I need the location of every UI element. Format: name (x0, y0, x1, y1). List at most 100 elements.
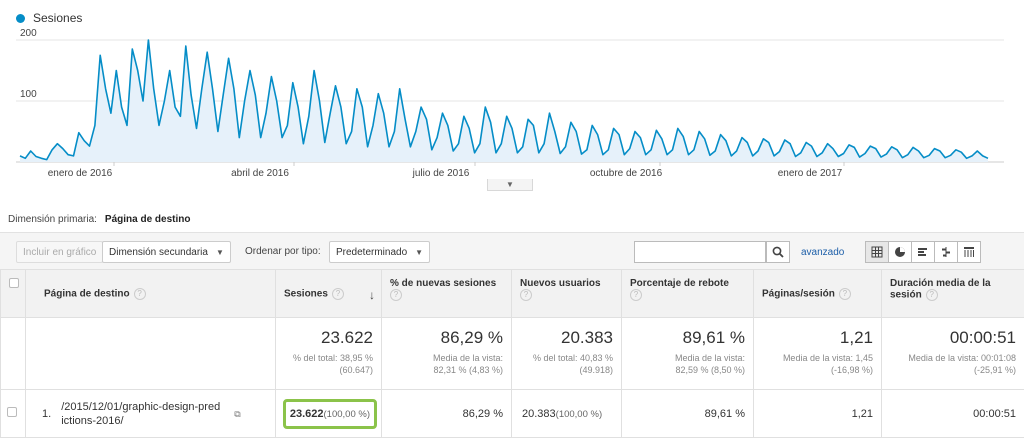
view-performance-button[interactable] (911, 241, 935, 263)
view-table-button[interactable] (865, 241, 889, 263)
total-new-sessions: 86,29 % Media de la vista: 82,31 % (4,83… (381, 317, 512, 390)
row-checkbox[interactable] (7, 407, 17, 417)
help-icon[interactable]: ? (133, 288, 146, 300)
col-sessions-label: Sesiones (284, 288, 328, 300)
new-users-value: 20.383 (522, 407, 556, 420)
help-icon[interactable]: ? (520, 289, 532, 301)
row-rank: 1. (42, 407, 52, 420)
help-icon[interactable]: ? (925, 289, 938, 301)
secondary-dimension-dropdown[interactable]: Dimensión secundaria ▼ (102, 241, 231, 263)
plot-rows-label: Incluir en gráfico (23, 246, 97, 258)
highlighted-sessions-value: 23.622(100,00 %) (282, 398, 377, 429)
x-tick-label: enero de 2017 (778, 168, 843, 179)
help-icon[interactable]: ? (630, 289, 642, 301)
help-icon[interactable]: ? (331, 288, 344, 300)
table-grid-icon (871, 246, 883, 258)
avg-duration-cell: 00:00:51 (881, 389, 1024, 438)
col-bounce-rate[interactable]: Porcentaje de rebote? (621, 269, 754, 318)
total-sub: Media de la vista: (674, 353, 745, 363)
table-row: 1. /2015/12/01/graphic-design-pred ictio… (0, 389, 1024, 438)
chart-legend[interactable]: Sesiones (16, 11, 82, 25)
col-avg-duration-label: Duración media de la sesión (890, 278, 991, 301)
col-new-users-label: Nuevos usuarios (520, 278, 601, 289)
search-button[interactable] (766, 241, 790, 263)
landing-page-path: /2015/12/01/graphic-design-pred (61, 400, 221, 413)
pivot-icon (964, 247, 974, 257)
sort-type-dropdown[interactable]: Predeterminado ▼ (329, 241, 431, 263)
landing-page-link[interactable]: /2015/12/01/graphic-design-pred ictions-… (61, 400, 220, 428)
total-sessions: 23.622 % del total: 38,95 % (60.647) (275, 317, 382, 390)
landing-page-path: ictions-2016/ (61, 414, 124, 427)
total-sub: (-25,91 %) (973, 365, 1016, 375)
advanced-filter-link[interactable]: avanzado (801, 247, 845, 258)
col-new-users[interactable]: Nuevos usuarios? (511, 269, 622, 318)
totals-blank-cell (25, 317, 276, 390)
x-tick-label: abril de 2016 (231, 168, 289, 179)
primary-dimension-bar: Dimensión primaria: Página de destino (8, 214, 191, 225)
sessions-cell: 23.622(100,00 %) (275, 389, 382, 438)
total-sub: Media de la vista: (432, 353, 503, 363)
col-landing-page-label: Página de destino (44, 288, 130, 300)
y-tick-label: 100 (20, 89, 37, 100)
view-comparison-button[interactable] (934, 241, 958, 263)
collapse-chart-button[interactable]: ▼ (487, 179, 533, 191)
col-new-sessions[interactable]: % de nuevas sesiones? (381, 269, 512, 318)
sessions-value: 23.622 (289, 407, 324, 420)
landing-page-cell: 1. /2015/12/01/graphic-design-pred ictio… (25, 389, 276, 438)
bounce-rate-cell: 89,61 % (621, 389, 754, 438)
sessions-chart: Sesiones 200 100 enero de 2016 abril de 201… (0, 0, 1024, 200)
external-link-icon[interactable]: ⧉ (234, 408, 241, 419)
sessions-pct: (100,00 %) (323, 408, 370, 420)
total-sub: Media de la vista: 1,45 (782, 353, 873, 363)
col-pages-session[interactable]: Páginas/sesión? (753, 269, 882, 318)
total-sub: Media de la vista: 00:01:08 (908, 353, 1016, 363)
sort-type-value: Predeterminado (336, 246, 408, 258)
primary-dimension-label: Dimensión primaria: (8, 214, 97, 225)
sort-desc-icon[interactable]: ↓ (369, 288, 375, 302)
primary-dimension-landing-page[interactable]: Página de destino (104, 214, 191, 225)
plot-rows-button[interactable]: Incluir en gráfico (16, 241, 104, 263)
view-switcher (865, 241, 981, 263)
report-table: Página de destino? Sesiones? ↓ % de nuev… (0, 269, 1024, 438)
total-value: 86,29 % (440, 328, 503, 347)
select-all-cell (0, 269, 26, 318)
totals-row: 23.622 % del total: 38,95 % (60.647) 86,… (0, 317, 1024, 390)
bar-list-icon (918, 248, 927, 256)
search-icon (772, 246, 784, 258)
pages-session-cell: 1,21 (753, 389, 882, 438)
series-line-sesiones (19, 39, 989, 161)
x-tick-label: julio de 2016 (412, 168, 470, 179)
col-avg-duration[interactable]: Duración media de la sesión? (881, 269, 1024, 318)
sort-type-label: Ordenar por tipo: (245, 246, 321, 257)
table-search-input[interactable] (634, 241, 766, 263)
help-icon[interactable]: ? (838, 288, 851, 300)
legend-dot (16, 13, 25, 23)
col-new-sessions-label: % de nuevas sesiones (390, 278, 497, 289)
col-bounce-rate-label: Porcentaje de rebote (630, 278, 729, 289)
view-pivot-button[interactable] (957, 241, 981, 263)
total-sub: (49.918) (579, 365, 613, 375)
help-icon[interactable]: ? (390, 289, 402, 301)
pie-chart-icon (895, 247, 905, 257)
col-landing-page[interactable]: Página de destino? (25, 269, 276, 318)
total-bounce-rate: 89,61 % Media de la vista: 82,59 % (8,50… (621, 317, 754, 390)
total-sub: % del total: 40,83 % (532, 353, 613, 363)
total-sub: % del total: 38,95 % (292, 353, 373, 363)
total-pages-session: 1,21 Media de la vista: 1,45 (-16,98 %) (753, 317, 882, 390)
new-users-cell: 20.383(100,00 %) (511, 389, 622, 438)
row-select-cell (0, 389, 26, 438)
legend-label: Sesiones (33, 11, 83, 25)
secondary-dimension-label: Dimensión secundaria (109, 246, 208, 258)
col-sessions[interactable]: Sesiones? ↓ (275, 269, 382, 318)
total-value: 1,21 (839, 328, 873, 347)
select-all-checkbox[interactable] (9, 278, 19, 288)
col-pages-session-label: Páginas/sesión (762, 288, 835, 300)
new-users-pct: (100,00 %) (555, 408, 603, 420)
new-sessions-cell: 86,29 % (381, 389, 512, 438)
view-pie-button[interactable] (888, 241, 912, 263)
total-value: 20.383 (561, 328, 613, 347)
total-value: 89,61 % (682, 328, 745, 347)
caret-down-icon: ▼ (415, 247, 424, 257)
total-new-users: 20.383 % del total: 40,83 % (49.918) (511, 317, 622, 390)
total-sub: (60.647) (339, 365, 373, 375)
